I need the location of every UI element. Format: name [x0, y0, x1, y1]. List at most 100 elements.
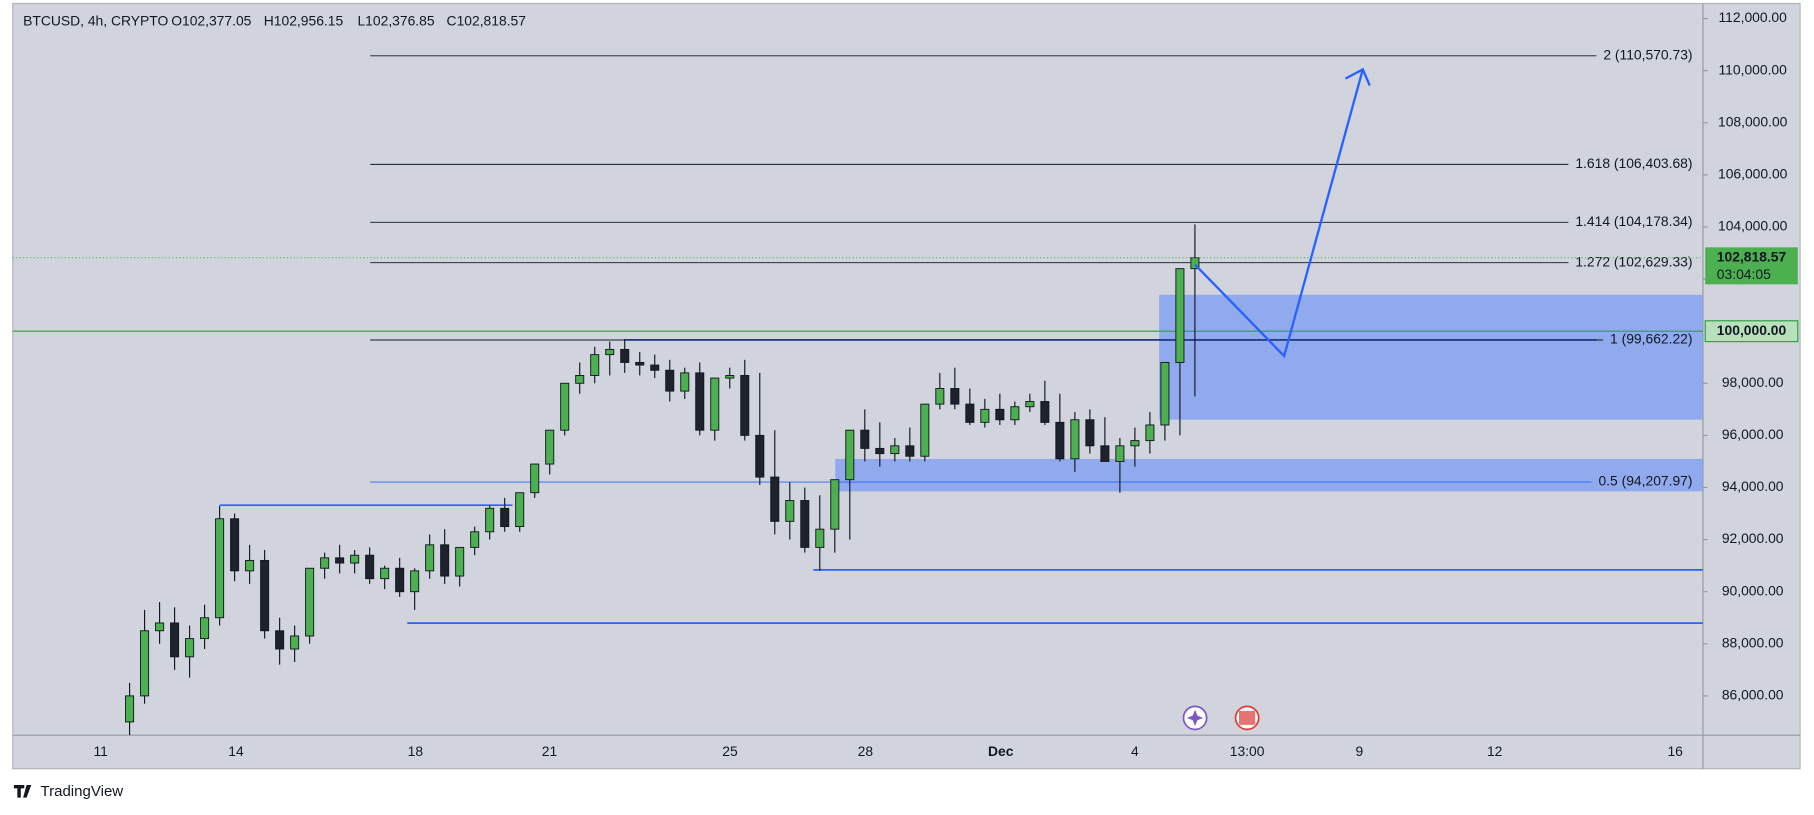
- candle-body: [1055, 421, 1065, 460]
- candle-body: [890, 445, 900, 455]
- candle-body: [875, 447, 885, 455]
- countdown: 03:04:05: [1717, 266, 1771, 282]
- y-tick-label: 112,000.00: [1719, 9, 1788, 25]
- candle-body: [725, 375, 735, 379]
- candle-body: [485, 507, 495, 533]
- candle-body: [515, 492, 525, 528]
- candle-body: [605, 348, 615, 356]
- drawings: [219, 294, 1703, 624]
- y-tick-label: 88,000.00: [1722, 634, 1784, 650]
- candle-body: [1070, 419, 1080, 460]
- candle-body: [170, 622, 180, 658]
- candle-body: [275, 630, 285, 650]
- candle-body: [155, 622, 165, 632]
- candle-body: [1130, 440, 1140, 447]
- y-tick-label: 106,000.00: [1718, 166, 1788, 182]
- candle-body: [695, 372, 705, 431]
- x-tick-label: 14: [228, 743, 244, 759]
- arrow: [1194, 67, 1371, 359]
- x-tick-label: 16: [1667, 743, 1683, 759]
- candle-body: [425, 544, 435, 572]
- candle-body: [410, 570, 420, 593]
- candle-body: [680, 372, 690, 392]
- x-tick-label: 28: [858, 743, 874, 759]
- candle-body: [215, 518, 225, 619]
- x-tick-label: 18: [408, 743, 424, 759]
- arrow-head: [1344, 67, 1371, 87]
- ohlc-low: L102,376.85: [357, 13, 434, 29]
- event-icon-star: [1186, 709, 1204, 726]
- level-label: 100,000.00: [1717, 322, 1787, 338]
- y-tick-label: 108,000.00: [1718, 113, 1788, 129]
- candle-body: [305, 567, 315, 637]
- flag-icon-body: [1239, 710, 1256, 725]
- fib-label: 0.5 (94,207.97): [1598, 473, 1692, 489]
- candle-body: [125, 695, 135, 723]
- y-tick-label: 96,000.00: [1722, 426, 1784, 442]
- candle-body: [920, 403, 930, 457]
- y-tick-label: 110,000.00: [1719, 61, 1788, 77]
- candle-body: [740, 375, 750, 436]
- candle-body: [935, 388, 945, 405]
- brand-logo: [13, 784, 32, 798]
- y-tick-label: 104,000.00: [1718, 218, 1788, 234]
- candle-body: [290, 635, 300, 650]
- x-tick-label: 25: [722, 743, 738, 759]
- candle-body: [950, 388, 960, 405]
- brand: TradingView: [40, 783, 123, 800]
- candle-body: [800, 500, 810, 548]
- candle-body: [755, 434, 765, 478]
- candle-body: [1145, 424, 1155, 442]
- candle-body: [1025, 401, 1035, 408]
- candle-body: [320, 557, 330, 569]
- candle-body: [710, 377, 720, 431]
- x-tick-label: 4: [1131, 743, 1139, 759]
- y-tick-label: 92,000.00: [1722, 530, 1784, 546]
- candle-body: [530, 463, 540, 494]
- candle-body: [665, 369, 675, 392]
- last-price-box: [1705, 247, 1798, 285]
- candle-body: [395, 567, 405, 593]
- fib-label: 1.272 (102,629.33): [1575, 253, 1692, 269]
- ohlc-high: H102,956.15: [264, 13, 344, 29]
- candle-body: [980, 408, 990, 423]
- candle-body: [560, 382, 570, 431]
- fib-label: 1.618 (106,403.68): [1575, 155, 1692, 171]
- x-tick-label: 13:00: [1230, 743, 1265, 759]
- candle-body: [440, 544, 450, 577]
- candle-body: [545, 429, 555, 465]
- candle-body: [185, 638, 195, 658]
- fib-label: 1.414 (104,178.34): [1575, 213, 1692, 229]
- x-tick-label: Dec: [988, 743, 1014, 759]
- candle-body: [455, 546, 465, 577]
- last-price-label: 102,818.57: [1717, 248, 1787, 264]
- candle-body: [1085, 419, 1095, 447]
- y-tick-label: 94,000.00: [1722, 478, 1784, 494]
- candle-body: [965, 403, 975, 423]
- x-tick-label: 21: [542, 743, 558, 759]
- fib-label: 2 (110,570.73): [1603, 46, 1692, 62]
- candle-body: [470, 531, 480, 548]
- candle-body: [635, 361, 645, 366]
- candle-body: [770, 476, 780, 522]
- x-tick-label: 12: [1487, 743, 1503, 759]
- candle-body: [230, 518, 240, 572]
- candle-body: [575, 375, 585, 384]
- candle-body: [350, 554, 360, 564]
- candle-body: [1115, 445, 1125, 462]
- x-tick-label: 9: [1355, 743, 1363, 759]
- candle-body: [650, 364, 660, 371]
- candle-body: [815, 528, 825, 548]
- y-tick-label: 98,000.00: [1722, 374, 1784, 390]
- candle-body: [140, 630, 150, 697]
- candle-body: [860, 429, 870, 449]
- ohlc-close: C102,818.57: [447, 13, 527, 29]
- candle-body: [905, 445, 915, 457]
- symbol: BTCUSD, 4h, CRYPTO: [23, 13, 168, 29]
- candle-body: [845, 429, 855, 481]
- candle-body: [245, 559, 255, 572]
- level-box: [1704, 320, 1799, 343]
- candle-body: [995, 408, 1005, 421]
- ohlc-open: O102,377.05: [171, 13, 251, 29]
